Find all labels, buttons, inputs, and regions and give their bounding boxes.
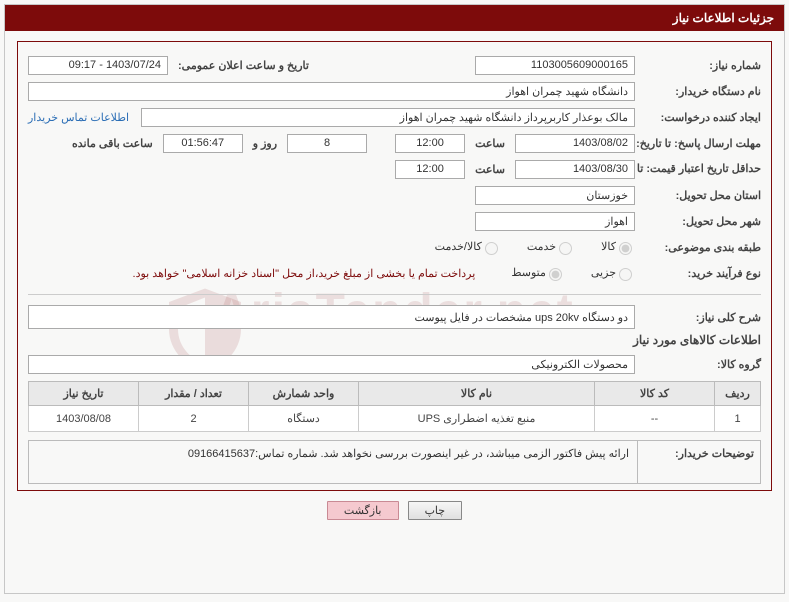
cell-idx: 1 — [715, 406, 761, 432]
radio-medium[interactable]: متوسط — [511, 265, 565, 281]
back-button[interactable]: بازگشت — [327, 501, 399, 520]
buyer-org-label: نام دستگاه خریدار: — [639, 85, 761, 98]
validity-date: 1403/08/30 — [515, 160, 635, 179]
hms-remaining: 01:56:47 — [163, 134, 243, 153]
col-name: نام کالا — [359, 382, 595, 406]
requester-label: ایجاد کننده درخواست: — [639, 111, 761, 124]
cell-name: منبع تغذیه اضطراری UPS — [359, 406, 595, 432]
remaining-text: ساعت باقی مانده — [66, 137, 159, 150]
radio-service[interactable]: خدمت — [527, 239, 575, 255]
col-code: کد کالا — [595, 382, 715, 406]
cell-code: -- — [595, 406, 715, 432]
time-label-1: ساعت — [469, 137, 511, 150]
buyer-note-box: توضیحات خریدار: ارائه پیش فاکتور الزمی م… — [28, 440, 761, 484]
radio-goods-service[interactable]: کالا/خدمت — [435, 239, 501, 255]
days-text: روز و — [247, 137, 283, 150]
group-label: گروه کالا: — [639, 358, 761, 371]
reply-deadline-date: 1403/08/02 — [515, 134, 635, 153]
announce-date-field: 1403/07/24 - 09:17 — [28, 56, 168, 75]
print-button[interactable]: چاپ — [408, 501, 463, 520]
col-row: ردیف — [715, 382, 761, 406]
category-label: طبقه بندی موضوعی: — [639, 241, 761, 254]
need-no-field: 1103005609000165 — [475, 56, 635, 75]
col-unit: واحد شمارش — [249, 382, 359, 406]
cell-date: 1403/08/08 — [29, 406, 139, 432]
validity-time: 12:00 — [395, 160, 465, 179]
reply-deadline-label: مهلت ارسال پاسخ: تا تاریخ: — [639, 137, 761, 150]
time-label-2: ساعت — [469, 163, 511, 176]
table-row: 1 -- منبع تغذیه اضطراری UPS دستگاه 2 140… — [29, 406, 761, 432]
overall-text: دو دستگاه ups 20kv مشخصات در فایل پیوست — [28, 305, 635, 329]
cell-qty: 2 — [139, 406, 249, 432]
group-field: محصولات الکترونیکی — [28, 355, 635, 374]
radio-goods[interactable]: کالا — [601, 239, 635, 255]
validity-label: حداقل تاریخ اعتبار قیمت: تا تاریخ — [639, 162, 761, 176]
reply-deadline-time: 12:00 — [395, 134, 465, 153]
col-date: تاریخ نیاز — [29, 382, 139, 406]
need-no-label: شماره نیاز: — [639, 59, 761, 72]
radio-partial[interactable]: جزیی — [591, 265, 635, 281]
buyer-note-label: توضیحات خریدار: — [638, 441, 760, 483]
province-field: خوزستان — [475, 186, 635, 205]
process-label: نوع فرآیند خرید: — [639, 267, 761, 280]
city-label: شهر محل تحویل: — [639, 215, 761, 228]
cell-unit: دستگاه — [249, 406, 359, 432]
panel-header: جزئیات اطلاعات نیاز — [5, 5, 784, 31]
overall-label: شرح کلی نیاز: — [639, 311, 761, 324]
buyer-note-text: ارائه پیش فاکتور الزمی میباشد، در غیر ای… — [29, 441, 638, 483]
requester-field: مالک بوعذار کاربرپرداز دانشگاه شهید چمرا… — [141, 108, 635, 127]
col-qty: تعداد / مقدار — [139, 382, 249, 406]
treasury-note: پرداخت تمام یا بخشی از مبلغ خرید،از محل … — [133, 267, 476, 280]
city-field: اهواز — [475, 212, 635, 231]
goods-section-title: اطلاعات کالاهای مورد نیاز — [28, 333, 761, 347]
announce-date-label: تاریخ و ساعت اعلان عمومی: — [172, 59, 315, 72]
province-label: استان محل تحویل: — [639, 189, 761, 202]
days-remaining: 8 — [287, 134, 367, 153]
goods-table: ردیف کد کالا نام کالا واحد شمارش تعداد /… — [28, 381, 761, 432]
buyer-org-field: دانشگاه شهید چمران اهواز — [28, 82, 635, 101]
buyer-contact-link[interactable]: اطلاعات تماس خریدار — [28, 111, 137, 124]
